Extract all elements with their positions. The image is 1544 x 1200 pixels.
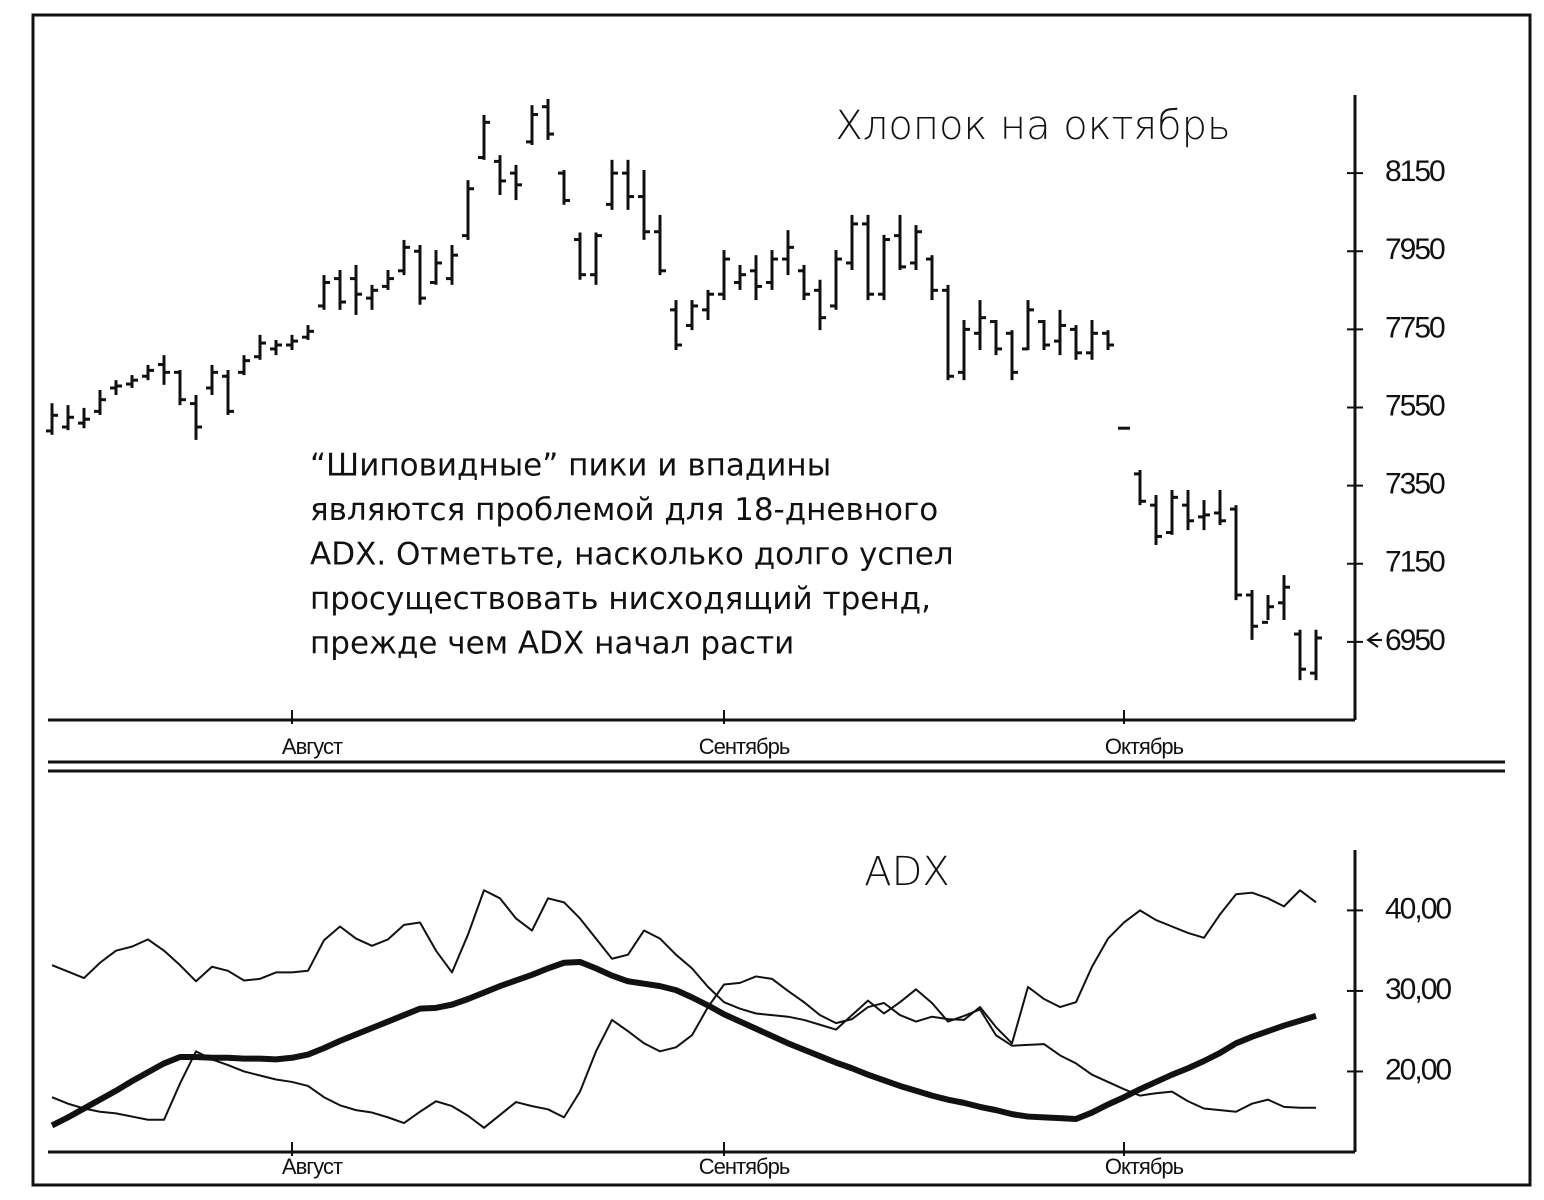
x-tick-label: Октябрь: [1105, 1154, 1184, 1179]
y-tick-label: 6950: [1385, 624, 1445, 657]
x-tick-label: Октябрь: [1105, 734, 1184, 759]
y-tick-label: 7150: [1385, 546, 1445, 579]
price-arrow: [1366, 632, 1382, 648]
annotation: “Шиповидные” пики и впадины: [310, 448, 831, 484]
series-line: [50, 958, 1317, 1129]
annotation: ADX. Отметьте, насколько долго успел: [310, 537, 954, 573]
y-tick-label: 8150: [1385, 155, 1445, 188]
annotation: прежде чем ADX начал расти: [310, 626, 794, 662]
y-tick-label: 7550: [1385, 389, 1445, 422]
frame: [31, 13, 1532, 1187]
annotation: являются проблемой для 18-дневного: [310, 492, 938, 528]
annotation: просуществовать нисходящий тренд,: [310, 581, 931, 617]
chart-title: ADX: [864, 849, 950, 895]
x-tick-label: Август: [282, 1154, 343, 1179]
y-tick-label: 20,00: [1385, 1053, 1451, 1086]
y-tick-label: 30,00: [1385, 973, 1451, 1006]
y-tick-label: 40,00: [1385, 892, 1451, 925]
chart-title: Хлопок на октябрь: [835, 103, 1230, 149]
y-tick-label: 7350: [1385, 468, 1445, 501]
x-tick-label: Сентябрь: [699, 1154, 790, 1179]
y-tick-label: 7950: [1385, 233, 1445, 266]
series-line: [51, 889, 1316, 1113]
x-tick-label: Сентябрь: [699, 734, 790, 759]
x-tick-label: Август: [282, 734, 343, 759]
series-line: [51, 889, 1317, 1129]
y-tick-label: 7750: [1385, 311, 1445, 344]
